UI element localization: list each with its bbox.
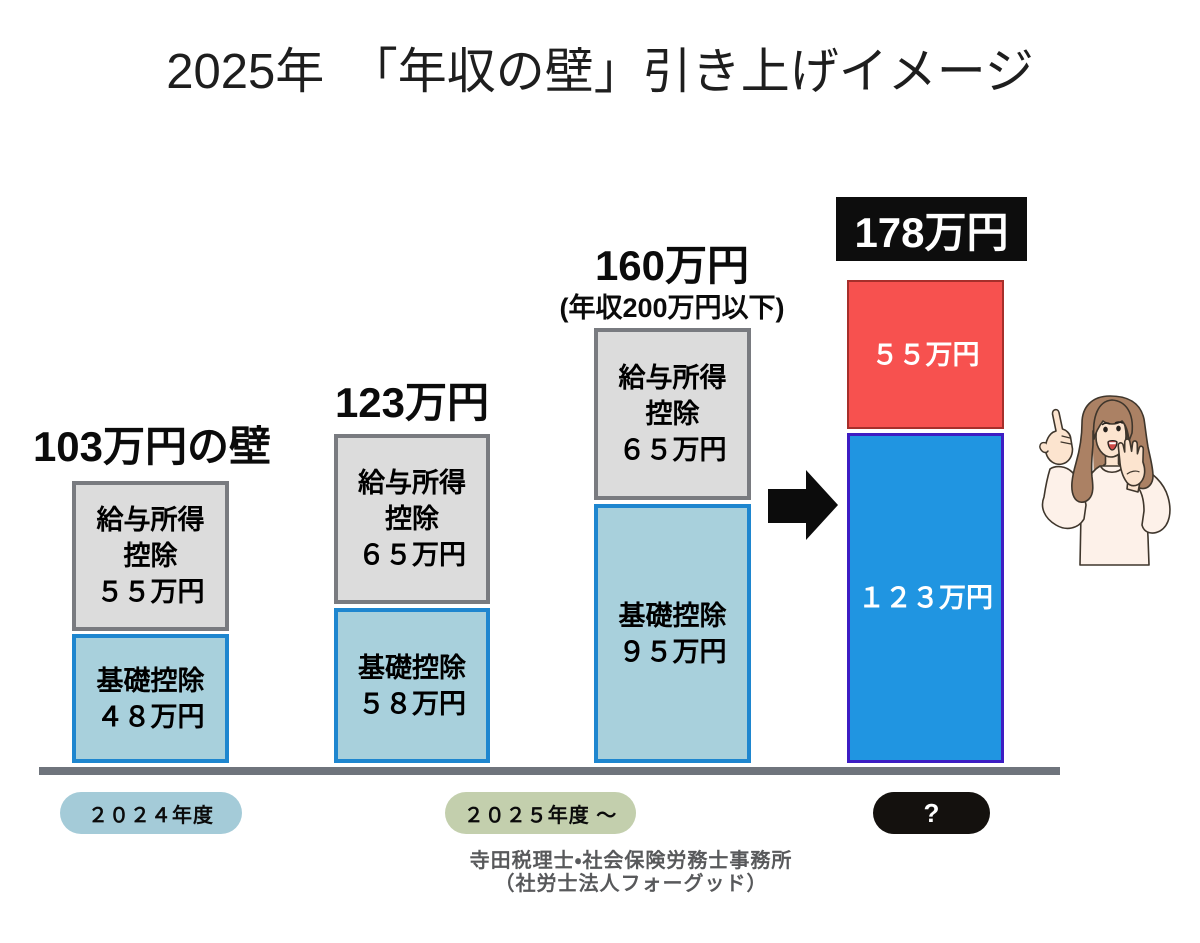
pill-question-label: ?	[923, 797, 940, 828]
bar1-salary-deduction-box: 給与所得 控除 ５５万円	[72, 481, 229, 631]
bar1-label: 103万円の壁	[32, 423, 272, 470]
footer-line1: 寺田税理士・社会保険労務士事務所	[469, 850, 793, 872]
bar3-basic-deduction-amount: ９５万円	[618, 636, 727, 667]
bar2-salary-deduction-amount: ６５万円	[358, 540, 466, 570]
bar1-basic-deduction-line1: 基礎控除	[96, 665, 205, 696]
bar2-salary-deduction-line1: 給与所得	[358, 468, 466, 498]
bar1-salary-deduction-line1: 給与所得	[96, 505, 205, 535]
bar3-salary-deduction-line2: 控除	[645, 399, 700, 429]
bar1-salary-deduction-line2: 控除	[123, 541, 178, 571]
right-arrow-icon	[768, 470, 838, 540]
bar3-salary-deduction-amount: ６５万円	[618, 435, 727, 465]
pill-2025: ２０２５年度 ～	[445, 792, 636, 834]
baseline-axis	[39, 767, 1060, 775]
bar2-label: 123万円	[334, 379, 490, 426]
bar3-sublabel: (年収200万円以下)	[559, 293, 785, 323]
bar4-label: 178万円	[854, 208, 1009, 256]
pill-question: ?	[873, 792, 990, 834]
footer-credit: 寺田税理士・社会保険労務士事務所 （社労士法人フォーグッド）	[331, 850, 931, 896]
bar3-salary-deduction-line1: 給与所得	[618, 363, 727, 393]
pill-2024: ２０２４年度	[60, 792, 242, 834]
pill-2024-label: ２０２４年度	[88, 804, 214, 827]
bar1-salary-deduction-amount: ５５万円	[96, 577, 205, 607]
bar4-basic-deduction-amount: １２３万円	[858, 583, 993, 613]
bar2-basic-deduction-box: 基礎控除 ５８万円	[334, 608, 490, 763]
bar2-basic-deduction-line1: 基礎控除	[358, 652, 466, 683]
bar1-basic-deduction-amount: ４８万円	[96, 701, 205, 732]
bar3-basic-deduction-line1: 基礎控除	[618, 600, 727, 631]
bar4-salary-deduction-box: ５５万円	[847, 280, 1004, 429]
footer-line2: （社労士法人フォーグッド）	[494, 873, 768, 895]
bar4-salary-deduction-amount: ５５万円	[871, 339, 980, 370]
bar3-label: 160万円	[594, 242, 750, 289]
page-title: 2025年 「年収の壁」引き上げイメージ	[166, 45, 1034, 99]
woman-pointing-up-illustration	[1039, 395, 1171, 566]
bar4-basic-deduction-box: １２３万円	[847, 433, 1004, 763]
bar2-basic-deduction-amount: ５８万円	[358, 688, 466, 719]
bar2-salary-deduction-box: 給与所得 控除 ６５万円	[334, 434, 490, 604]
bar2-salary-deduction-line2: 控除	[385, 504, 439, 534]
bar1-basic-deduction-box: 基礎控除 ４８万円	[72, 634, 229, 763]
pill-2025-label: ２０２５年度 ～	[463, 804, 618, 827]
bar3-salary-deduction-box: 給与所得 控除 ６５万円	[594, 328, 751, 500]
bar4-label-box: 178万円	[836, 197, 1027, 261]
bar3-basic-deduction-box: 基礎控除 ９５万円	[594, 504, 751, 763]
